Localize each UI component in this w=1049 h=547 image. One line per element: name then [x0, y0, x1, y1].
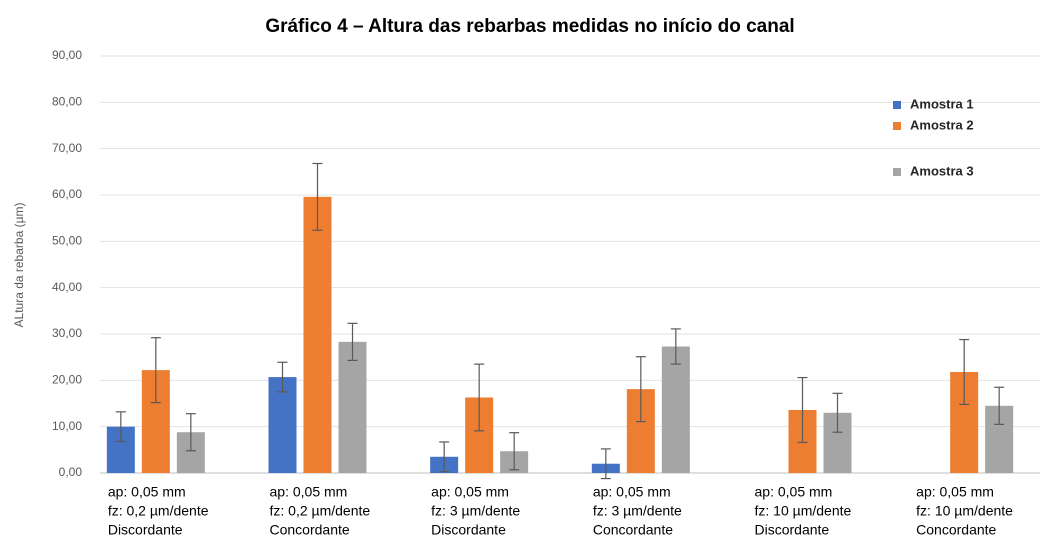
- legend-marker: [893, 101, 901, 109]
- legend-label: Amostra 2: [910, 117, 974, 132]
- x-tick-label: fz: 3 µm/dente: [431, 503, 520, 519]
- x-tick-label: ap: 0,05 mm: [108, 484, 186, 500]
- y-tick-label: 40,00: [52, 280, 82, 294]
- legend-marker: [893, 122, 901, 130]
- legend-label: Amostra 1: [910, 96, 974, 111]
- x-tick-label: ap: 0,05 mm: [431, 484, 509, 500]
- bar: [268, 377, 297, 473]
- x-tick-label: fz: 10 µm/dente: [755, 503, 852, 519]
- y-tick-label: 90,00: [52, 48, 82, 62]
- y-tick-label: 10,00: [52, 419, 82, 433]
- chart-title: Gráfico 4 – Altura das rebarbas medidas …: [265, 16, 794, 37]
- x-tick-label: fz: 0,2 µm/dente: [270, 503, 371, 519]
- x-tick-label: fz: 10 µm/dente: [916, 503, 1013, 519]
- x-tick-label: Concordante: [593, 522, 673, 538]
- bar: [661, 346, 690, 473]
- y-tick-label: 70,00: [52, 141, 82, 155]
- y-tick-label: 50,00: [52, 234, 82, 248]
- x-tick-label: Concordante: [270, 522, 350, 538]
- y-tick-label: 30,00: [52, 326, 82, 340]
- x-tick-label: fz: 0,2 µm/dente: [108, 503, 209, 519]
- bar: [338, 341, 367, 473]
- y-tick-label: 60,00: [52, 187, 82, 201]
- x-tick-label: Discordante: [431, 522, 506, 538]
- x-tick-label: ap: 0,05 mm: [755, 484, 833, 500]
- y-tick-label: 80,00: [52, 95, 82, 109]
- y-tick-label: 20,00: [52, 373, 82, 387]
- legend-marker: [893, 168, 901, 176]
- bar: [303, 196, 332, 473]
- x-tick-label: Discordante: [108, 522, 183, 538]
- y-axis-label: ALtura da rebarba (µm): [12, 203, 26, 328]
- y-tick-label: 0,00: [59, 465, 83, 479]
- legend-label: Amostra 3: [910, 163, 974, 178]
- x-tick-label: ap: 0,05 mm: [593, 484, 671, 500]
- x-tick-label: fz: 3 µm/dente: [593, 503, 682, 519]
- x-tick-label: Discordante: [755, 522, 830, 538]
- x-tick-label: ap: 0,05 mm: [270, 484, 348, 500]
- x-tick-label: Concordante: [916, 522, 996, 538]
- x-tick-label: ap: 0,05 mm: [916, 484, 994, 500]
